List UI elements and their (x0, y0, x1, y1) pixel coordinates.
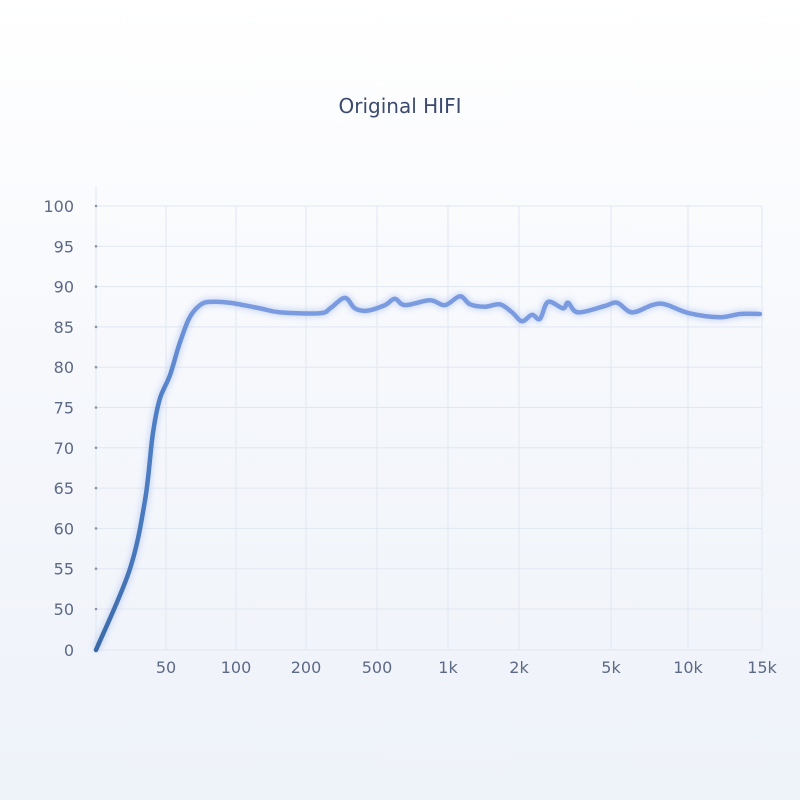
y-tick-label: 65 (54, 479, 74, 498)
y-tick-label: 80 (54, 358, 74, 377)
x-tick-label: 200 (291, 658, 322, 677)
x-tick-label: 50 (156, 658, 176, 677)
y-tick-label: 75 (54, 399, 74, 418)
y-tick-mark (94, 567, 98, 570)
x-tick-label: 15k (747, 658, 777, 677)
y-tick-mark (94, 285, 98, 288)
y-tick-mark (94, 406, 98, 409)
y-tick-mark (94, 486, 98, 490)
x-tick-label: 5k (601, 658, 621, 677)
y-tick-label: 85 (54, 318, 74, 337)
y-tick-label: 100 (43, 197, 74, 216)
x-tick-label: 100 (221, 658, 252, 677)
y-tick-mark (94, 325, 98, 329)
y-tick-mark (94, 365, 98, 369)
y-tick-label: 0 (64, 641, 74, 660)
y-tick-mark (94, 204, 98, 208)
y-tick-label: 95 (54, 237, 74, 256)
y-tick-mark (94, 245, 98, 248)
y-tick-label: 90 (54, 278, 74, 297)
x-tick-label: 1k (438, 658, 458, 677)
y-tick-mark (94, 446, 98, 450)
x-tick-label: 10k (673, 658, 703, 677)
y-tick-label: 70 (54, 439, 74, 458)
y-tick-mark (94, 527, 98, 530)
y-tick-mark (94, 607, 98, 611)
x-tick-label: 2k (509, 658, 529, 677)
series-line (93, 294, 763, 653)
y-tick-label: 60 (54, 519, 74, 538)
y-tick-label: 50 (54, 600, 74, 619)
y-tick-label: 55 (54, 560, 74, 579)
series-line-glow (92, 292, 760, 652)
x-tick-label: 500 (362, 658, 393, 677)
chart-title: Original HIFI (338, 94, 462, 118)
